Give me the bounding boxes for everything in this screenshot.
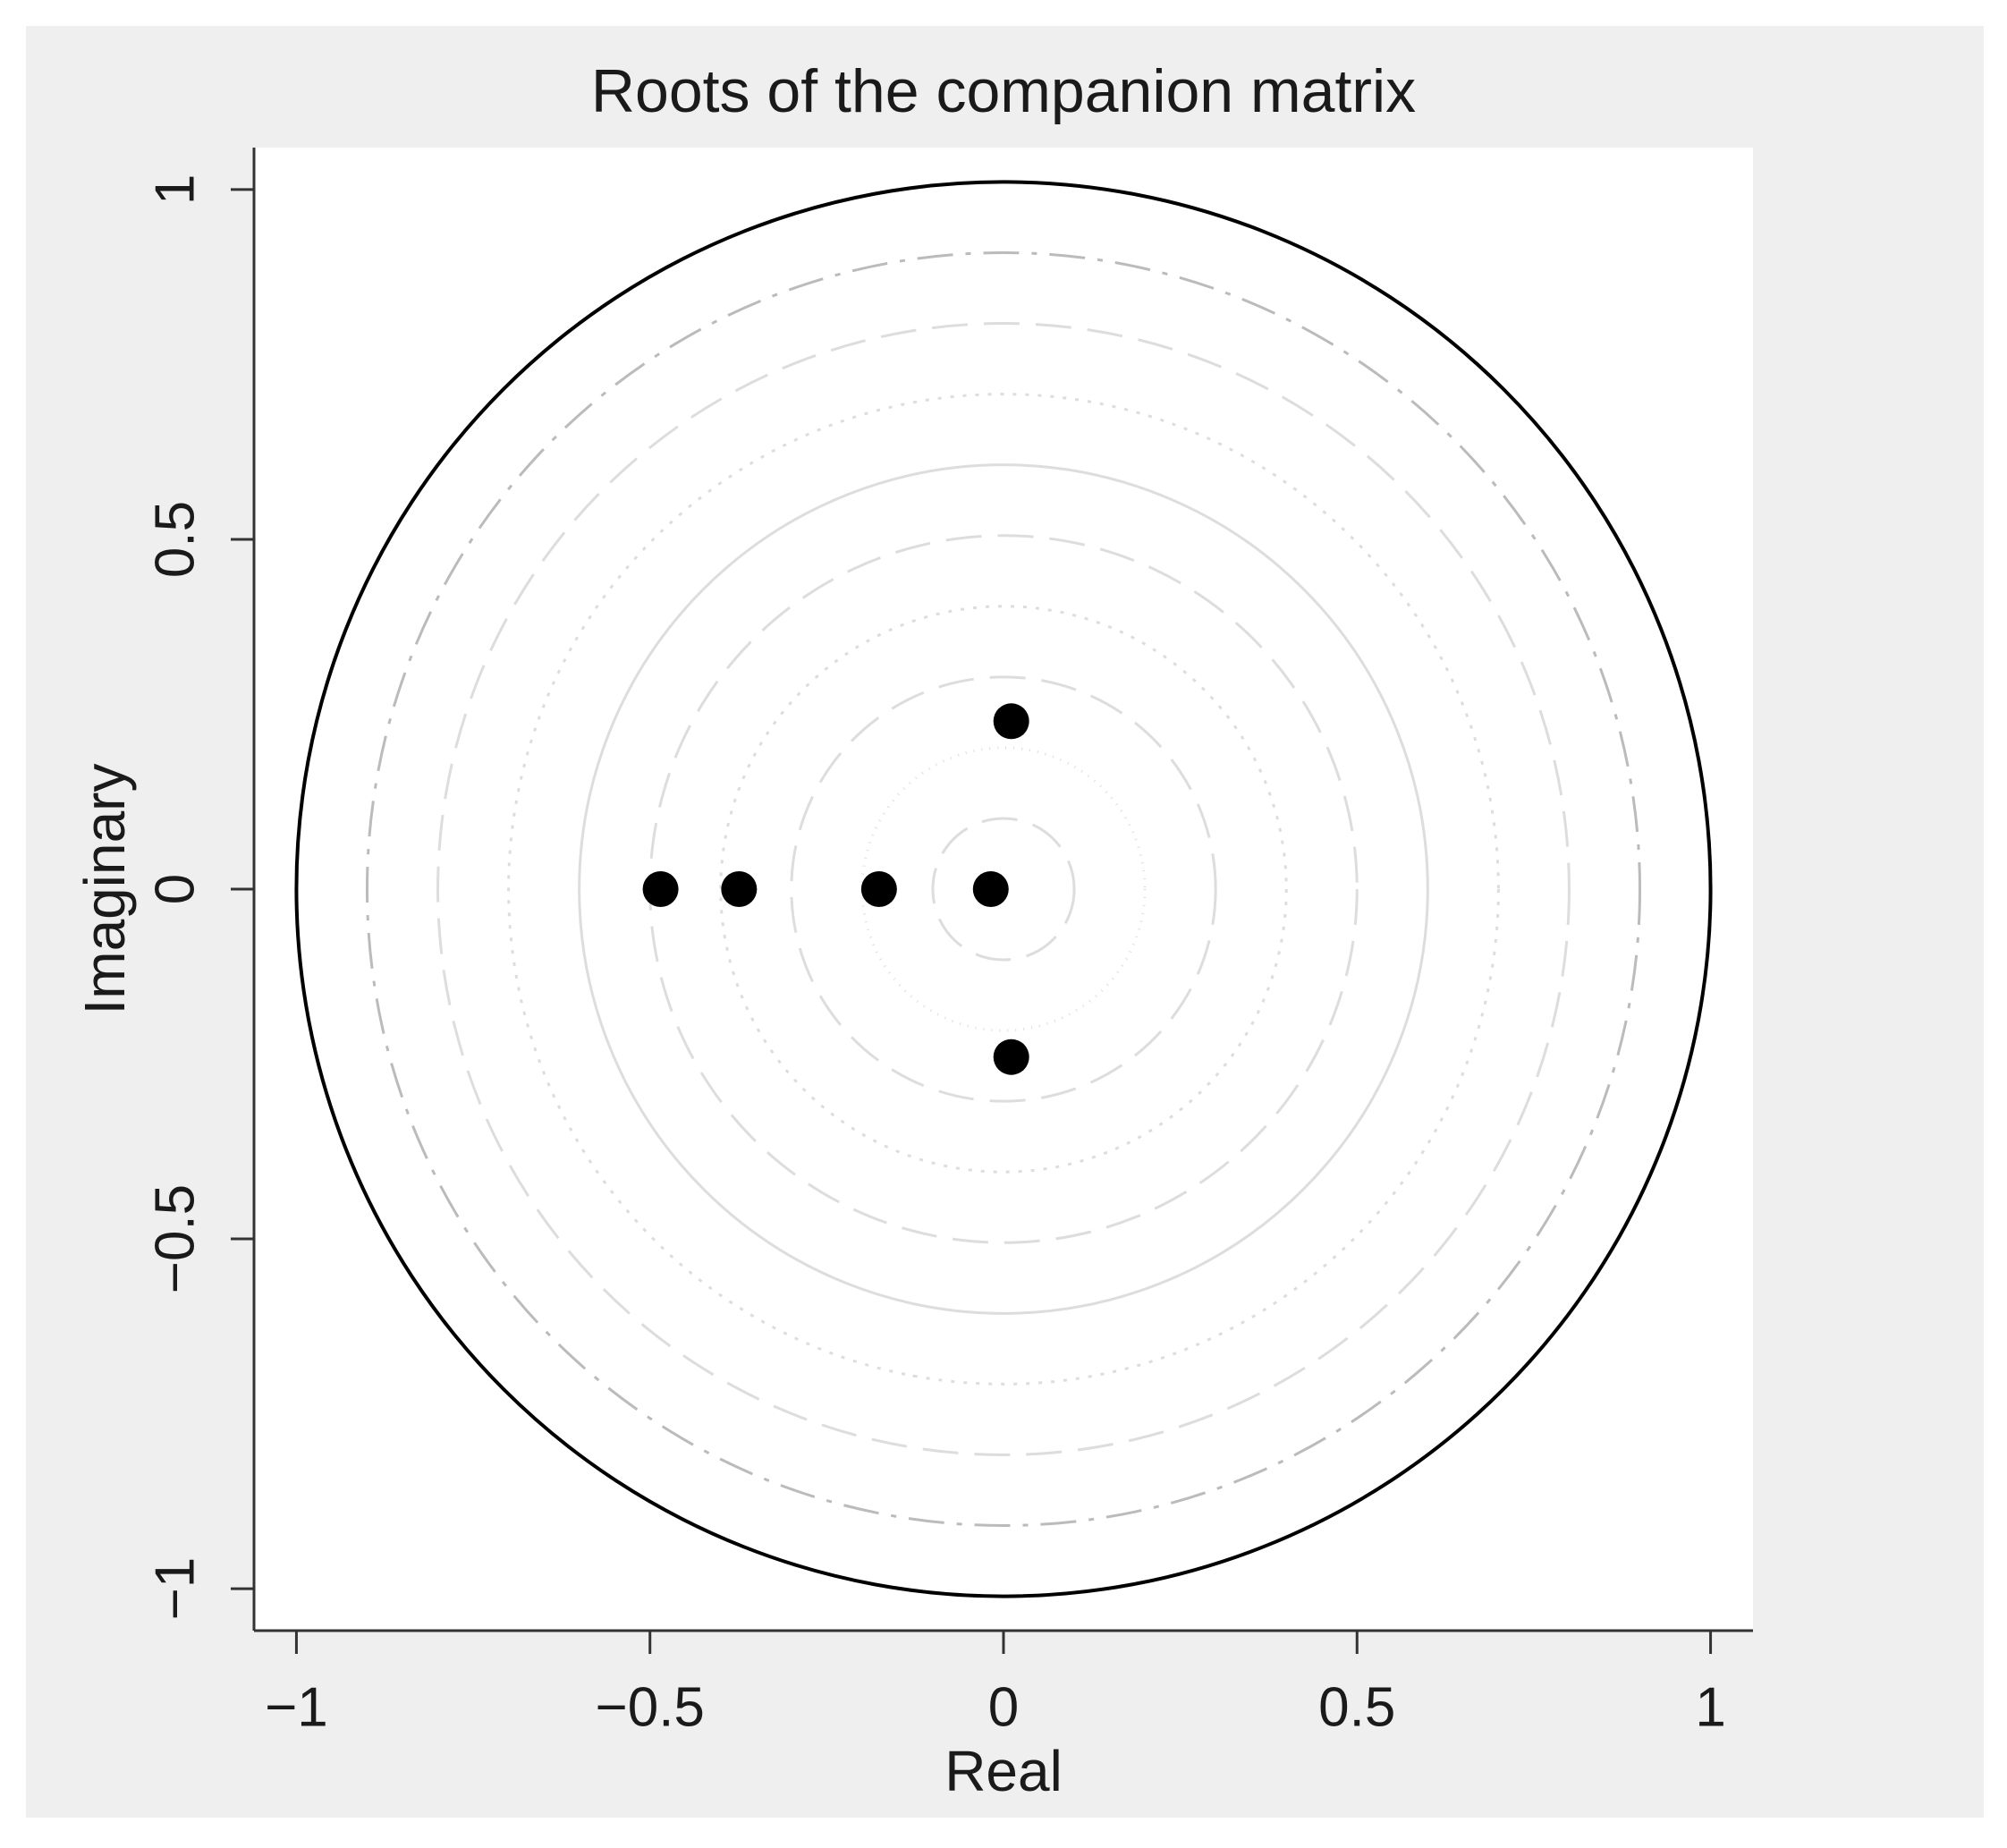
reference-circle [719, 605, 1288, 1174]
point [972, 871, 1009, 907]
reference-circle [790, 675, 1217, 1103]
y-tick-label: 1 [144, 174, 206, 205]
reference-circle [507, 393, 1500, 1386]
point [860, 871, 897, 907]
reference-circle [578, 463, 1429, 1315]
point [993, 1038, 1029, 1075]
y-tick-label: −0.5 [144, 1184, 206, 1293]
reference-circle [365, 250, 1642, 1528]
y-tick-label: 0 [144, 874, 206, 904]
x-tick-label: 0 [988, 1676, 1019, 1738]
reference-circle [931, 817, 1076, 962]
x-tick-label: 1 [1695, 1676, 1725, 1738]
x-tick-label: −1 [265, 1676, 328, 1738]
x-axis-label: Real [944, 1739, 1063, 1803]
point [721, 871, 758, 907]
point [642, 871, 679, 907]
reference-circle [294, 180, 1713, 1598]
y-tick-label: −1 [144, 1557, 206, 1621]
x-tick-label: −0.5 [596, 1676, 705, 1738]
point [993, 703, 1029, 740]
reference-circle [860, 746, 1147, 1032]
chart-title: Roots of the companion matrix [591, 57, 1416, 125]
reference-circle [436, 322, 1571, 1456]
y-tick-label: 0.5 [144, 501, 206, 578]
y-axis-label: Imaginary [72, 764, 137, 1015]
x-tick-label: 0.5 [1318, 1676, 1395, 1738]
